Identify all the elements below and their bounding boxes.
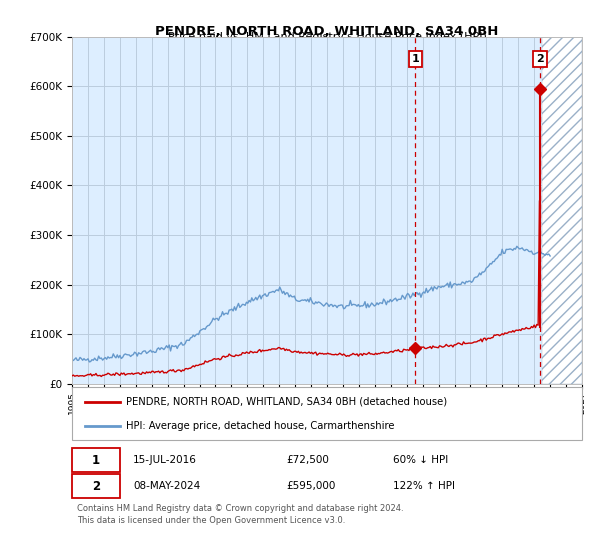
Text: 2: 2 [92,480,100,493]
Text: HPI: Average price, detached house, Carmarthenshire: HPI: Average price, detached house, Carm… [125,421,394,431]
FancyBboxPatch shape [72,474,121,498]
Text: Price paid vs. HM Land Registry's House Price Index (HPI): Price paid vs. HM Land Registry's House … [167,32,487,42]
FancyBboxPatch shape [72,387,582,440]
Text: 122% ↑ HPI: 122% ↑ HPI [394,481,455,491]
Text: PENDRE, NORTH ROAD, WHITLAND, SA34 0BH: PENDRE, NORTH ROAD, WHITLAND, SA34 0BH [155,25,499,38]
Text: 2: 2 [536,54,544,64]
Text: £72,500: £72,500 [286,455,329,465]
Text: 1: 1 [412,54,419,64]
Text: Contains HM Land Registry data © Crown copyright and database right 2024.
This d: Contains HM Land Registry data © Crown c… [77,505,404,525]
Text: PENDRE, NORTH ROAD, WHITLAND, SA34 0BH (detached house): PENDRE, NORTH ROAD, WHITLAND, SA34 0BH (… [125,397,446,407]
Text: £595,000: £595,000 [286,481,335,491]
Text: 1: 1 [92,454,100,466]
Text: 60% ↓ HPI: 60% ↓ HPI [394,455,449,465]
FancyBboxPatch shape [72,448,121,472]
Bar [542,36,582,384]
Text: 15-JUL-2016: 15-JUL-2016 [133,455,197,465]
Text: 08-MAY-2024: 08-MAY-2024 [133,481,200,491]
